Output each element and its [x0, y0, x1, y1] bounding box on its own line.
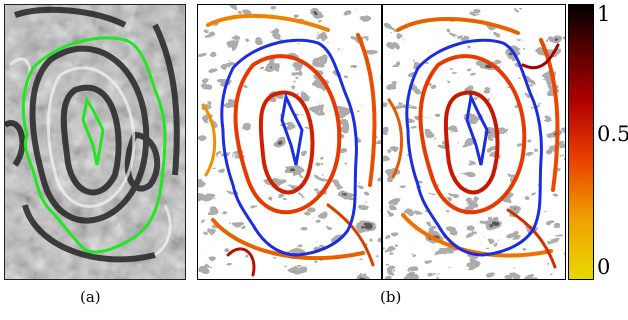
heatmap-right-inner-contour: [465, 92, 489, 166]
panel-b-left-heatmap: [197, 4, 382, 280]
panel-a-cell-edges: [5, 6, 180, 263]
colorbar-tick-min: 0: [597, 255, 611, 279]
caption-a: (a): [80, 288, 101, 306]
colorbar: [568, 4, 594, 280]
colorbar-tick-mid: 0.5: [597, 122, 628, 146]
heatmap-right-outer-contour: [405, 38, 543, 257]
heatmap-left-ridges: [201, 13, 377, 277]
caption-b: (b): [380, 288, 402, 306]
panel-a-svg: [5, 5, 185, 279]
colorbar-tick-max: 1: [597, 2, 611, 26]
panel-a-inner-contour: [81, 95, 105, 166]
panel-a-grayscale-image: [4, 4, 186, 280]
panel-a-outer-contour: [21, 36, 167, 254]
heatmap-left-outer-contour: [220, 38, 358, 257]
panel-b-right-svg: [383, 5, 565, 279]
panel-b-right-heatmap: [382, 4, 566, 280]
heatmap-left-inner-contour: [280, 92, 304, 166]
panel-b-left-svg: [198, 5, 381, 279]
